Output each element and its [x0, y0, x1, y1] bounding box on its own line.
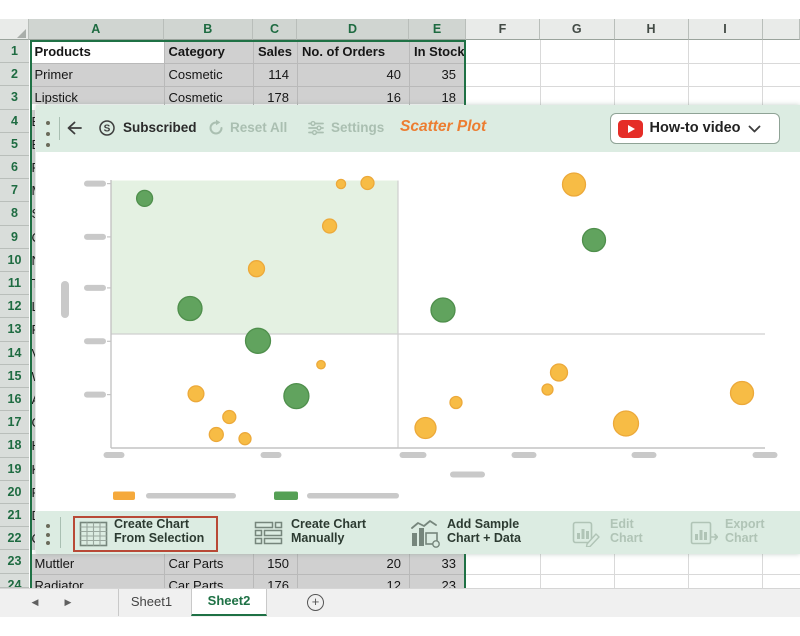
svg-text:S: S [104, 123, 111, 134]
